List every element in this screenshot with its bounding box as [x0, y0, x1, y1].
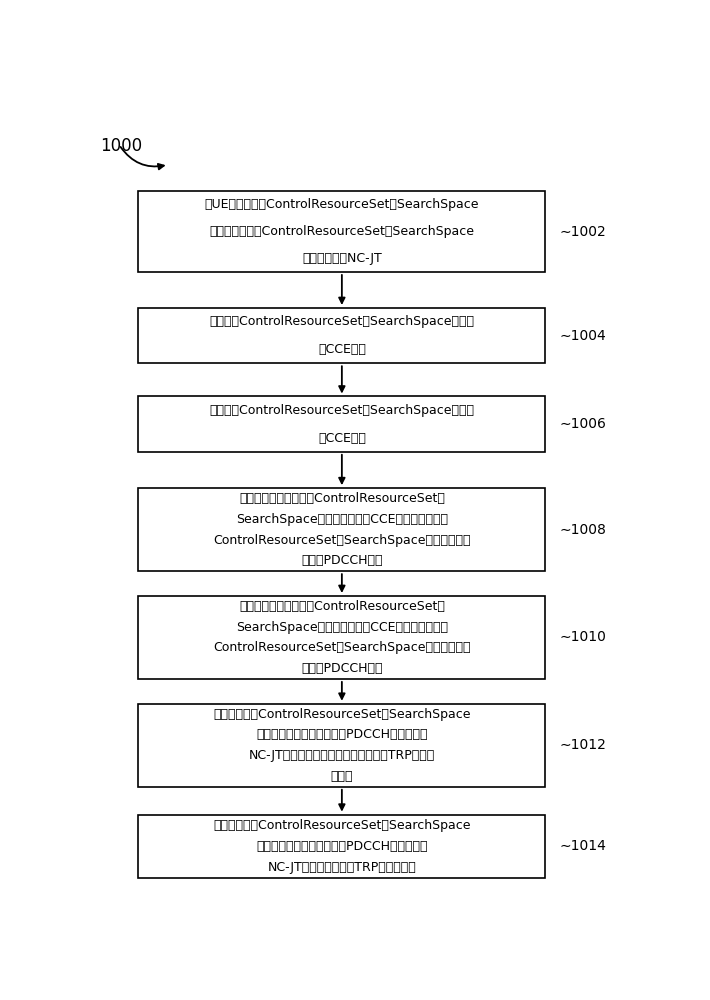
Text: 定CCE极限: 定CCE极限: [318, 432, 366, 445]
Text: ∼1014: ∼1014: [559, 839, 606, 853]
Text: 至少部分地基于第一组ControlResourceSet和: 至少部分地基于第一组ControlResourceSet和: [239, 492, 444, 505]
Text: ControlResourceSet和SearchSpace参数选择一个: ControlResourceSet和SearchSpace参数选择一个: [213, 641, 471, 654]
Text: ∼1004: ∼1004: [559, 329, 606, 343]
Text: ∼1012: ∼1012: [559, 738, 606, 752]
Bar: [138, 396, 545, 452]
Text: ∼1010: ∼1010: [559, 630, 606, 644]
Text: ControlResourceSet和SearchSpace参数选择一个: ControlResourceSet和SearchSpace参数选择一个: [213, 534, 471, 547]
Bar: [138, 815, 545, 878]
Text: ∼1008: ∼1008: [559, 523, 606, 537]
Text: 为第一组ControlResourceSet和SearchSpace参数确: 为第一组ControlResourceSet和SearchSpace参数确: [209, 315, 474, 328]
Text: 一部分: 一部分: [331, 770, 353, 783]
Text: 至少部分地基于第二组ControlResourceSet和: 至少部分地基于第二组ControlResourceSet和: [239, 600, 444, 613]
Text: 基于为第二组ControlResourceSet和SearchSpace: 基于为第二组ControlResourceSet和SearchSpace: [213, 819, 471, 832]
Text: 参数选择的所述一个或多个PDCCH候选来接收: 参数选择的所述一个或多个PDCCH候选来接收: [256, 728, 427, 741]
Text: SearchSpace参数的所确定的CCE极限来为第二组: SearchSpace参数的所确定的CCE极限来为第二组: [236, 621, 448, 634]
Text: 为第二组ControlResourceSet和SearchSpace参数确: 为第二组ControlResourceSet和SearchSpace参数确: [209, 404, 474, 417]
Text: 或多个PDCCH候选: 或多个PDCCH候选: [301, 554, 383, 567]
Text: 基于为第一组ControlResourceSet和SearchSpace: 基于为第一组ControlResourceSet和SearchSpace: [213, 708, 471, 721]
Text: 参数选择的所述一个或多个PDCCH候选来接收: 参数选择的所述一个或多个PDCCH候选来接收: [256, 840, 427, 853]
Text: 参数，以使能NC-JT: 参数，以使能NC-JT: [302, 252, 382, 265]
Text: NC-JT通信的来自第一传输和接收点（TRP）的第: NC-JT通信的来自第一传输和接收点（TRP）的第: [248, 749, 435, 762]
Text: 参数以及第二组ControlResourceSet和SearchSpace: 参数以及第二组ControlResourceSet和SearchSpace: [209, 225, 474, 238]
Bar: [138, 488, 545, 571]
Text: NC-JT通信的来自第二TRP的第二部分: NC-JT通信的来自第二TRP的第二部分: [268, 861, 416, 874]
Bar: [138, 191, 545, 272]
Text: 或多个PDCCH候选: 或多个PDCCH候选: [301, 662, 383, 675]
Bar: [138, 308, 545, 363]
Text: 定CCE极限: 定CCE极限: [318, 343, 366, 356]
Bar: [138, 596, 545, 679]
Text: 1000: 1000: [99, 137, 142, 155]
Bar: [138, 704, 545, 787]
Text: ∼1002: ∼1002: [559, 225, 606, 239]
Text: 为UE配置第一组ControlResourceSet和SearchSpace: 为UE配置第一组ControlResourceSet和SearchSpace: [204, 198, 479, 211]
Text: ∼1006: ∼1006: [559, 417, 606, 431]
Text: SearchSpace参数的所确定的CCE极限来为第一组: SearchSpace参数的所确定的CCE极限来为第一组: [236, 513, 448, 526]
